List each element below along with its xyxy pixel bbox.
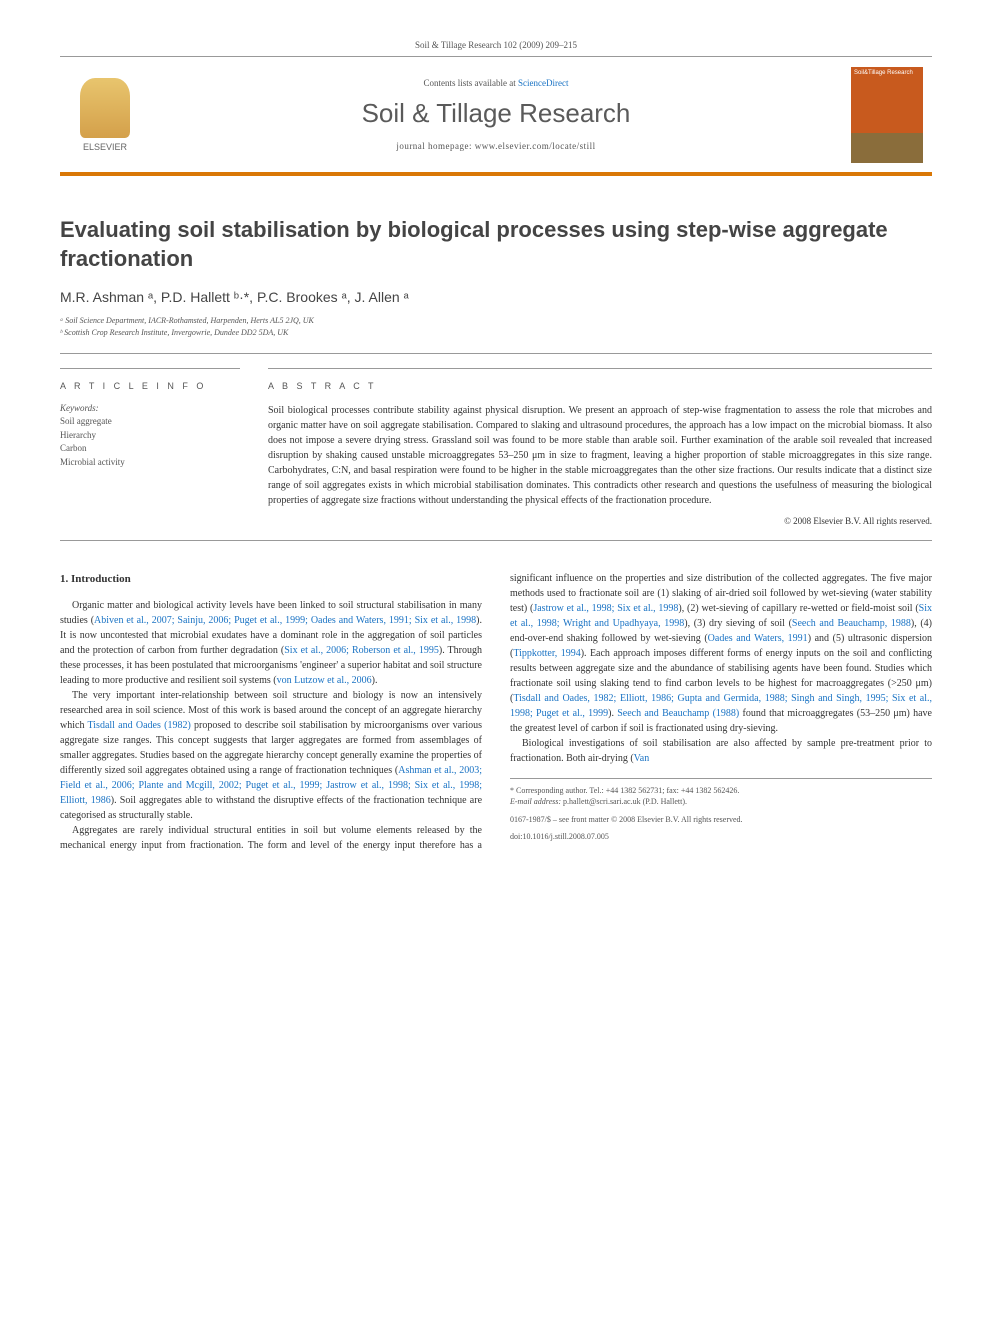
cover-strip <box>851 133 923 163</box>
affiliation-b: ᵇ Scottish Crop Research Institute, Inve… <box>60 327 932 339</box>
sciencedirect-link[interactable]: ScienceDirect <box>518 78 568 88</box>
publisher-label: ELSEVIER <box>83 142 127 152</box>
homepage-url: www.elsevier.com/locate/still <box>475 141 596 151</box>
citation-link[interactable]: von Lutzow et al., 2006 <box>277 675 372 686</box>
article-info-heading: A R T I C L E I N F O <box>60 381 240 391</box>
citation-header: Soil & Tillage Research 102 (2009) 209–2… <box>60 40 932 50</box>
body-text-columns: 1. Introduction Organic matter and biolo… <box>60 571 932 853</box>
journal-cover-icon: Soil&Tillage Research <box>851 67 923 163</box>
keyword-item: Hierarchy <box>60 429 240 443</box>
citation-link[interactable]: Tippkotter, 1994 <box>513 648 580 659</box>
citation-link[interactable]: Van <box>634 753 650 764</box>
keywords-list: Soil aggregate Hierarchy Carbon Microbia… <box>60 415 240 469</box>
footnote-block: * Corresponding author. Tel.: +44 1382 5… <box>510 778 932 842</box>
info-abstract-row: A R T I C L E I N F O Keywords: Soil agg… <box>60 368 932 540</box>
masthead: ELSEVIER Contents lists available at Sci… <box>60 56 932 176</box>
article-title: Evaluating soil stabilisation by biologi… <box>60 216 932 273</box>
abstract-text: Soil biological processes contribute sta… <box>268 403 932 508</box>
keyword-item: Carbon <box>60 442 240 456</box>
keyword-item: Soil aggregate <box>60 415 240 429</box>
citation-link[interactable]: Seech and Beauchamp (1988) <box>617 708 739 719</box>
contents-line: Contents lists available at ScienceDirec… <box>424 78 569 88</box>
affiliations: ᵃ Soil Science Department, IACR-Rothamst… <box>60 315 932 339</box>
body-paragraph: The very important inter-relationship be… <box>60 688 482 823</box>
citation-link[interactable]: Six et al., 2006; Roberson et al., 1995 <box>284 645 439 656</box>
contents-prefix: Contents lists available at <box>424 78 518 88</box>
citation-link[interactable]: Abiven et al., 2007; Sainju, 2006; Puget… <box>94 615 476 626</box>
email-suffix: (P.D. Hallett). <box>641 797 687 806</box>
homepage-prefix: journal homepage: <box>396 141 474 151</box>
citation-link[interactable]: Tisdall and Oades (1982) <box>88 720 191 731</box>
publisher-logo-box: ELSEVIER <box>60 57 150 172</box>
abstract-column: A B S T R A C T Soil biological processe… <box>268 368 932 526</box>
citation-link[interactable]: Jastrow et al., 1998; Six et al., 1998 <box>533 603 678 614</box>
homepage-line: journal homepage: www.elsevier.com/locat… <box>396 141 595 151</box>
citation-link[interactable]: Seech and Beauchamp, 1988 <box>792 618 911 629</box>
body-paragraph: Biological investigations of soil stabil… <box>510 736 932 766</box>
elsevier-tree-icon <box>80 78 130 138</box>
keyword-item: Microbial activity <box>60 456 240 470</box>
doi-line: doi:10.1016/j.still.2008.07.005 <box>510 831 932 842</box>
journal-name: Soil & Tillage Research <box>362 98 631 129</box>
citation-link[interactable]: Oades and Waters, 1991 <box>708 633 808 644</box>
section-heading-intro: 1. Introduction <box>60 571 482 588</box>
body-paragraph: Organic matter and biological activity l… <box>60 598 482 688</box>
masthead-center: Contents lists available at ScienceDirec… <box>150 57 842 172</box>
divider-bottom <box>60 540 932 541</box>
email-label: E-mail address: <box>510 797 563 806</box>
authors-line: M.R. Ashman ᵃ, P.D. Hallett ᵇ·*, P.C. Br… <box>60 289 932 305</box>
divider-top <box>60 353 932 354</box>
cover-label: Soil&Tillage Research <box>854 70 913 76</box>
keywords-label: Keywords: <box>60 403 240 413</box>
cover-thumbnail-box: Soil&Tillage Research <box>842 57 932 172</box>
abstract-copyright: © 2008 Elsevier B.V. All rights reserved… <box>268 516 932 526</box>
abstract-heading: A B S T R A C T <box>268 381 932 391</box>
email-address[interactable]: p.hallett@scri.sari.ac.uk <box>563 797 641 806</box>
affiliation-a: ᵃ Soil Science Department, IACR-Rothamst… <box>60 315 932 327</box>
email-line: E-mail address: p.hallett@scri.sari.ac.u… <box>510 796 932 807</box>
front-matter-line: 0167-1987/$ – see front matter © 2008 El… <box>510 814 932 825</box>
corresponding-author: * Corresponding author. Tel.: +44 1382 5… <box>510 785 932 796</box>
article-info-column: A R T I C L E I N F O Keywords: Soil agg… <box>60 368 240 526</box>
